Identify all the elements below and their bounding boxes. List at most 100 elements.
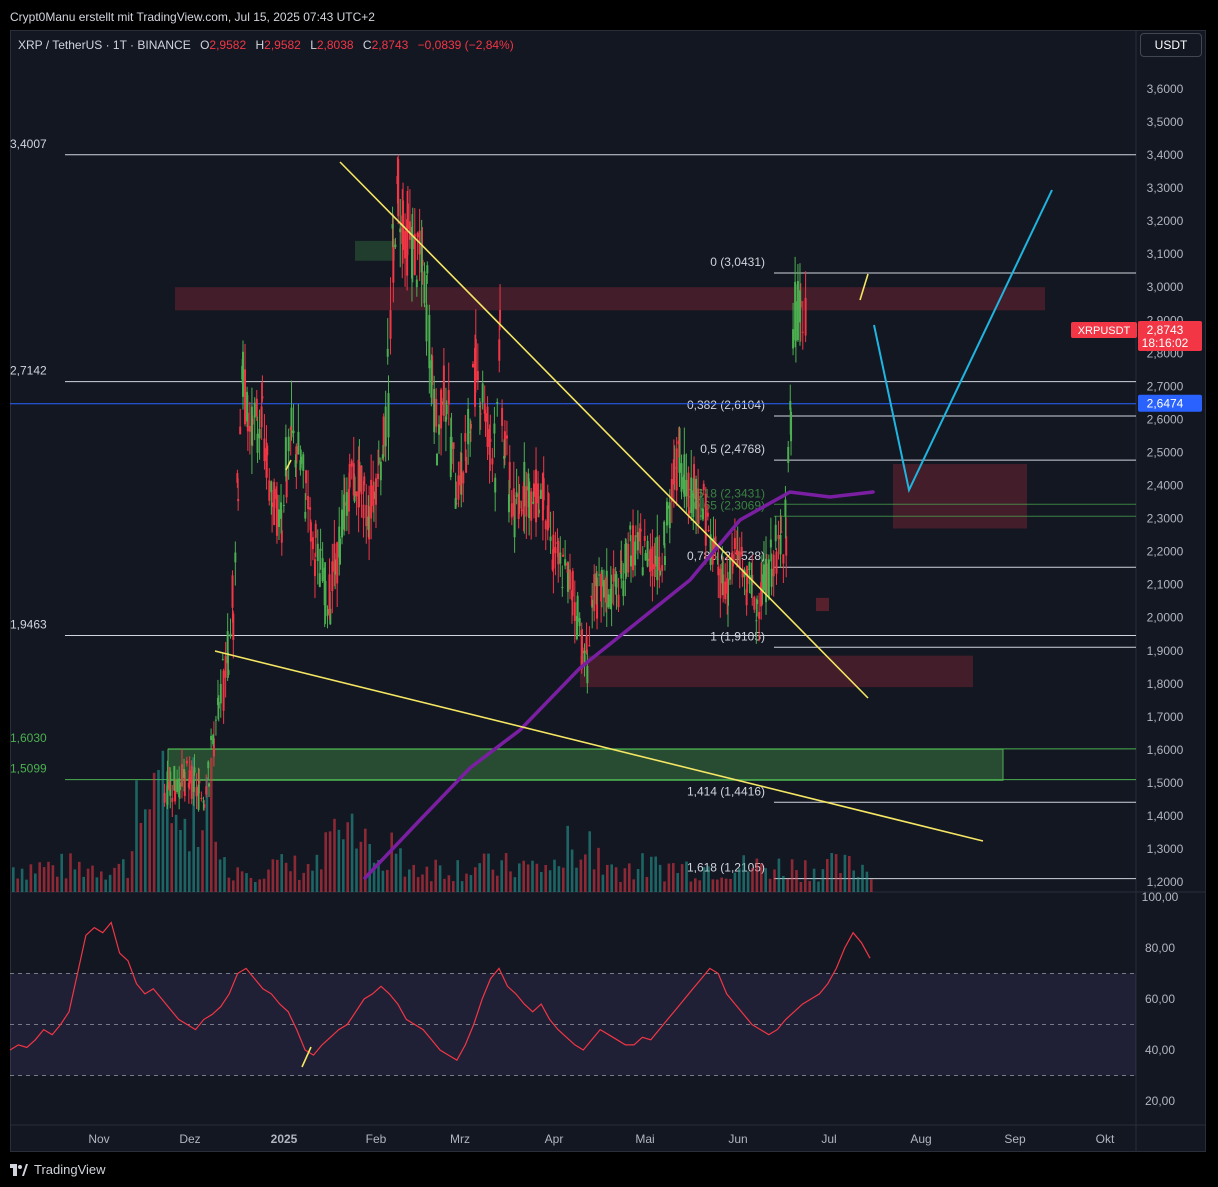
chart-frame[interactable] xyxy=(10,30,1206,1152)
price-tick: 3,2000 xyxy=(1147,214,1184,228)
volume-bar xyxy=(474,867,477,892)
candle-body xyxy=(198,780,201,784)
candle-body xyxy=(701,508,704,520)
price-tick: 2,5000 xyxy=(1147,445,1184,459)
volume-bar xyxy=(790,859,794,892)
candle-body xyxy=(612,568,615,582)
volume-bar xyxy=(188,851,191,892)
candle-body xyxy=(478,406,481,408)
candle-body xyxy=(406,203,409,230)
candle-body xyxy=(717,566,720,576)
candle-body xyxy=(580,630,583,670)
volume-bar xyxy=(302,872,305,892)
volume-bar xyxy=(289,871,292,892)
time-tick: Sep xyxy=(1004,1132,1026,1146)
candle-body xyxy=(706,512,709,517)
volume-bar xyxy=(320,869,323,892)
candle-body xyxy=(299,460,302,471)
candle-body xyxy=(665,501,668,526)
candle-body xyxy=(630,555,632,567)
volume-bar xyxy=(126,877,129,892)
volume-bar xyxy=(144,809,147,892)
time-tick: 2025 xyxy=(271,1132,298,1146)
trendline[interactable] xyxy=(339,161,869,699)
candle-body xyxy=(271,502,274,507)
trendline[interactable] xyxy=(859,273,869,301)
time-tick: Dez xyxy=(179,1132,200,1146)
blue-price-badge[interactable] xyxy=(1138,394,1202,412)
price-tick: 1,3000 xyxy=(1147,842,1184,856)
level-label: 1,9463 xyxy=(10,617,47,631)
volume-bar xyxy=(117,863,121,892)
support-zone[interactable] xyxy=(167,748,1004,781)
resistance-zone[interactable] xyxy=(175,287,1045,311)
tradingview-brand[interactable]: TradingView xyxy=(10,1162,106,1177)
currency-button[interactable]: USDT xyxy=(1140,33,1202,57)
candle-body xyxy=(493,423,496,434)
rsi-tick: 40,00 xyxy=(1145,1043,1175,1057)
volume-bar xyxy=(372,862,376,892)
volume-bar xyxy=(606,864,609,892)
fib-label: 0,786 (2,1528) xyxy=(687,549,765,563)
demand-zone-upper[interactable] xyxy=(893,464,1027,529)
time-tick: Apr xyxy=(545,1132,564,1146)
volume-bar xyxy=(636,869,640,892)
volume-layer xyxy=(12,750,873,892)
candle-body xyxy=(644,553,647,561)
rsi-line[interactable] xyxy=(9,921,871,1062)
candle-body xyxy=(707,529,710,532)
volume-bar xyxy=(280,854,283,892)
candle-body xyxy=(498,339,501,361)
time-tick: Jun xyxy=(728,1132,747,1146)
candle-body xyxy=(575,615,578,640)
trendline[interactable] xyxy=(285,459,292,471)
demand-zone-lower[interactable] xyxy=(580,655,973,688)
candle-body xyxy=(401,215,404,244)
candle-body xyxy=(444,416,447,422)
candle-body xyxy=(311,537,314,550)
candle-body xyxy=(318,573,321,587)
candle-body xyxy=(195,787,198,797)
volume-bar xyxy=(676,873,679,892)
volume-bar xyxy=(192,757,195,892)
volume-bar xyxy=(38,862,41,892)
candle-body xyxy=(544,520,547,530)
candle-body xyxy=(171,797,174,802)
trendline[interactable] xyxy=(214,650,984,842)
volume-bar xyxy=(122,859,125,892)
candle-body xyxy=(528,481,531,519)
small-red-box[interactable] xyxy=(816,597,829,612)
candle-body xyxy=(762,564,765,591)
volume-bar xyxy=(328,831,332,892)
volume-bar xyxy=(262,878,266,892)
candle-body xyxy=(583,650,586,664)
candle-body xyxy=(329,608,332,625)
volume-bar xyxy=(346,822,349,892)
candle-body xyxy=(604,577,607,603)
volume-bar xyxy=(592,869,596,892)
rsi-trendline[interactable] xyxy=(301,1046,312,1068)
symbol-label[interactable]: XRP / TetherUS · 1T · BINANCE xyxy=(18,38,191,52)
last-price-badge[interactable] xyxy=(1138,321,1202,351)
volume-bar xyxy=(570,849,574,892)
candle-body xyxy=(229,633,232,637)
price-tick: 1,2000 xyxy=(1147,875,1184,889)
candle-body xyxy=(668,505,671,509)
volume-bar xyxy=(403,876,407,892)
countdown-value: 18:16:02 xyxy=(1142,336,1189,350)
volume-bar xyxy=(632,879,635,892)
moving-average-line[interactable] xyxy=(363,490,875,880)
fib-label: 0 (3,0431) xyxy=(710,255,765,269)
volume-bar xyxy=(69,853,72,892)
candle-body xyxy=(634,535,637,537)
candle-body xyxy=(678,428,681,473)
volume-bar xyxy=(817,881,820,892)
volume-bar xyxy=(856,876,860,892)
volume-bar xyxy=(161,750,165,892)
projection-path[interactable] xyxy=(873,189,1053,494)
volume-bar xyxy=(47,861,50,892)
symbol-badge[interactable] xyxy=(1071,322,1137,338)
open-label: O xyxy=(200,38,210,52)
small-green-box[interactable] xyxy=(355,240,395,261)
